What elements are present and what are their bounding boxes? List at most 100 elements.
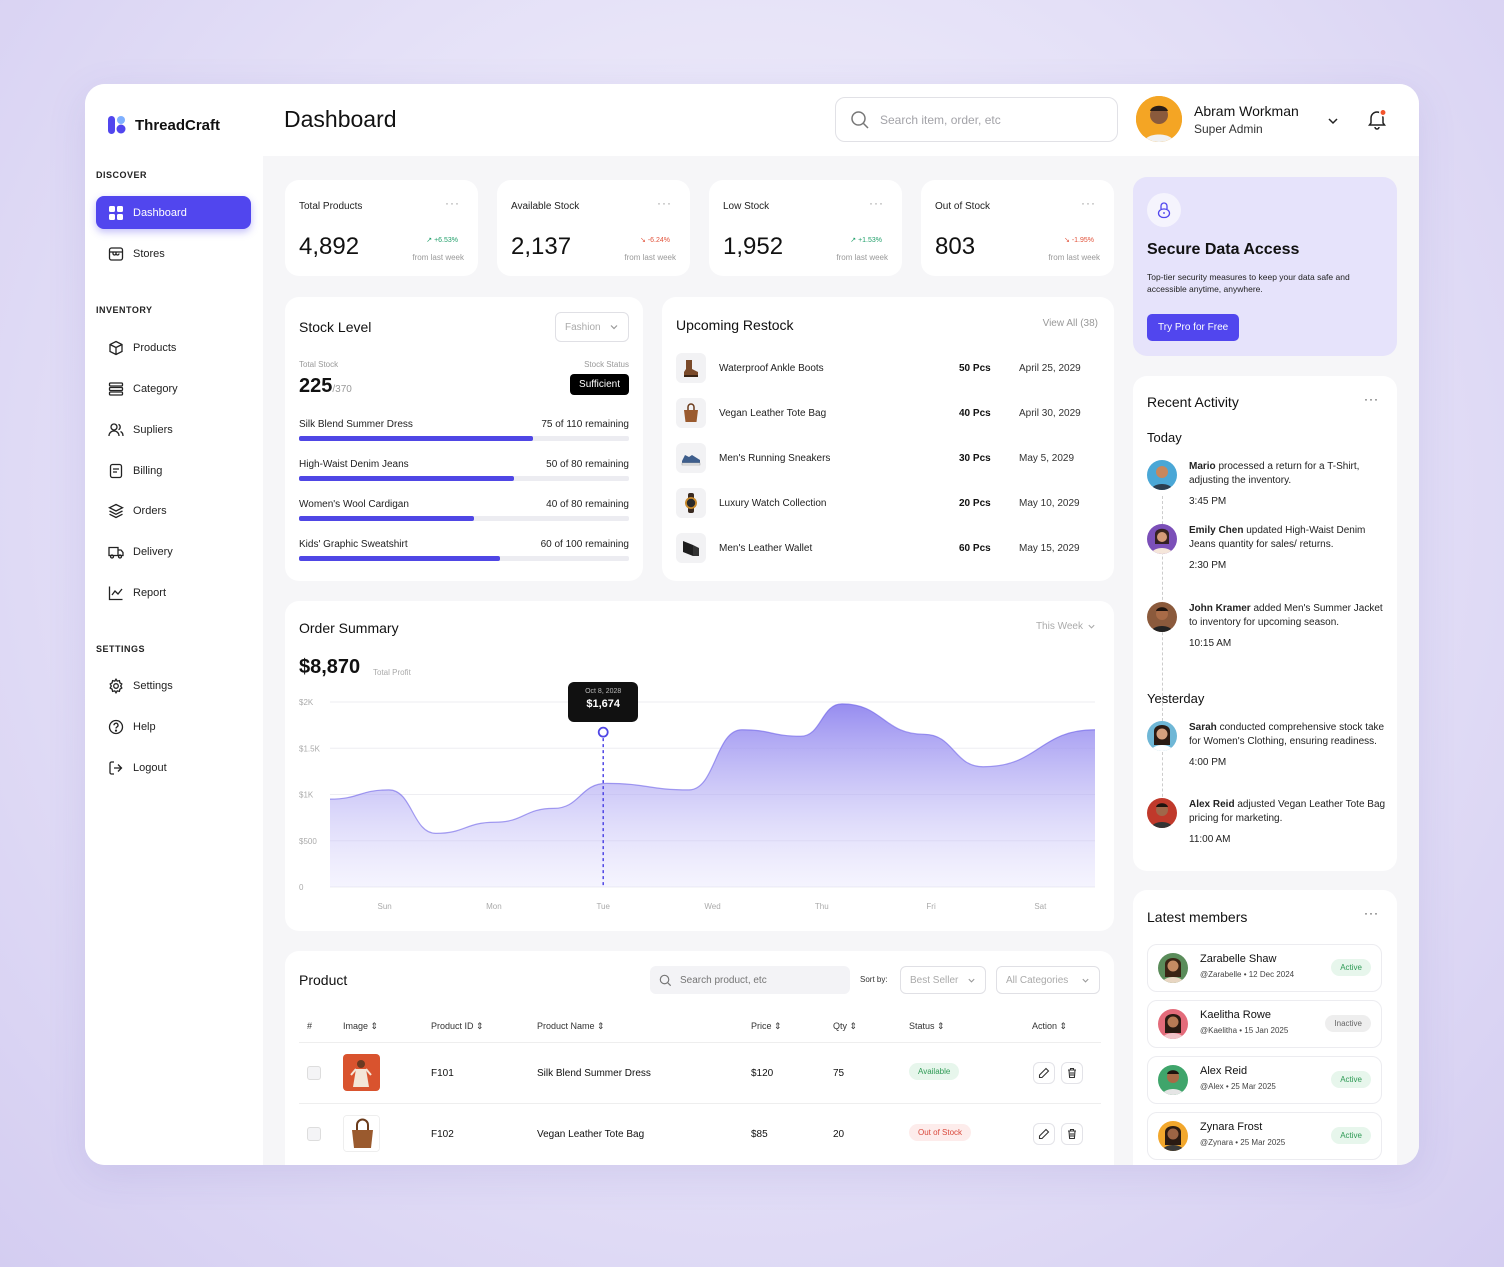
sort-select[interactable]: Best Seller [900, 966, 986, 994]
x-tick-label: Mon [486, 902, 502, 911]
sidebar-item-label: Category [133, 382, 178, 395]
period-value: This Week [1035, 621, 1083, 632]
table-header: # Image ⇕ Product ID ⇕ Product Name ⇕ Pr… [299, 1021, 1101, 1041]
activity-group-label: Yesterday [1147, 691, 1205, 706]
member-item[interactable]: Zynara Frost @Zynara • 25 Mar 2025 Activ… [1147, 1112, 1382, 1160]
activity-text: processed a return for a T-Shirt, adjust… [1189, 461, 1360, 486]
row-checkbox[interactable] [307, 1066, 321, 1080]
sidebar-item-label: Delivery [133, 545, 173, 558]
restock-item[interactable]: Waterproof Ankle Boots 50 Pcs April 25, … [676, 353, 1096, 383]
card-title: Latest members [1147, 909, 1248, 925]
restock-item[interactable]: Luxury Watch Collection 20 Pcs May 10, 2… [676, 488, 1096, 518]
restock-item-date: April 30, 2029 [1019, 407, 1081, 419]
period-select[interactable]: This Week [1036, 621, 1096, 632]
bag-icon [676, 398, 706, 428]
order-chart[interactable]: 0 $500 $1K $1.5K $2K Sun Mon Tue Wed Thu Fri Sat [285, 601, 1114, 931]
column-header-label: Image [343, 1021, 369, 1031]
status-badge: Active [1331, 1071, 1371, 1088]
pencil-icon [1038, 1067, 1050, 1079]
row-checkbox[interactable] [307, 1127, 321, 1141]
box-icon [109, 340, 123, 355]
product-table-card: Product Sort by: Best Seller All Categor… [285, 951, 1114, 1165]
sidebar-item-supliers[interactable]: Supliers [96, 413, 251, 446]
stock-item-remaining: 50 of 80 remaining [546, 459, 629, 470]
brand-logo[interactable]: ThreadCraft [107, 114, 220, 136]
sidebar-item-category[interactable]: Category [96, 372, 251, 405]
status-badge: Active [1331, 959, 1371, 976]
avatar [1158, 953, 1188, 983]
timeline-line [1162, 752, 1163, 802]
activity-item: John Kramer added Men's Summer Jacket to… [1147, 602, 1387, 651]
sidebar-item-help[interactable]: Help [96, 710, 251, 743]
sidebar-item-dashboard[interactable]: Dashboard [96, 196, 251, 229]
column-header[interactable]: Status ⇕ [909, 1021, 945, 1031]
activity-item: Emily Chen updated High-Waist Denim Jean… [1147, 524, 1387, 573]
logo-icon [108, 116, 126, 134]
member-item[interactable]: Alex Reid @Alex • 25 Mar 2025 Active [1147, 1056, 1382, 1104]
logout-icon [109, 760, 123, 775]
highlight-point[interactable] [597, 726, 609, 738]
more-icon[interactable]: ··· [1364, 906, 1379, 920]
stock-progress-fill [299, 556, 501, 561]
sidebar-item-products[interactable]: Products [96, 331, 251, 364]
column-header-label: Price [751, 1021, 772, 1031]
stat-value: 2,137 [511, 233, 572, 260]
section-title-discover: DISCOVER [96, 170, 148, 180]
sidebar-item-orders[interactable]: Orders [96, 494, 251, 527]
order-summary-card: Order Summary This Week $8,870 Total Pro… [285, 601, 1114, 931]
chevron-down-icon [968, 978, 975, 983]
more-icon[interactable]: ··· [869, 196, 884, 210]
trash-icon [1068, 1128, 1076, 1140]
more-icon[interactable]: ··· [657, 196, 672, 210]
bell-icon[interactable] [1366, 108, 1388, 130]
try-pro-button[interactable]: Try Pro for Free [1147, 314, 1240, 341]
restock-item[interactable]: Vegan Leather Tote Bag 40 Pcs April 30, … [676, 398, 1096, 428]
stock-item-name: High-Waist Denim Jeans [299, 459, 409, 470]
avatar [1136, 96, 1182, 142]
table-row: F101 Silk Blend Summer Dress $120 75 Ava… [299, 1042, 1101, 1102]
column-header[interactable]: Price ⇕ [751, 1021, 782, 1031]
product-search[interactable] [650, 966, 850, 994]
edit-button[interactable] [1033, 1062, 1055, 1084]
more-icon[interactable]: ··· [1364, 392, 1379, 406]
avatar [1158, 1121, 1188, 1151]
sidebar-item-settings[interactable]: Settings [96, 669, 251, 702]
product-price: $85 [751, 1129, 768, 1140]
member-handle: @Zynara [1200, 1138, 1234, 1147]
product-search-input[interactable] [680, 974, 830, 986]
category-select[interactable]: All Categories [996, 966, 1100, 994]
more-icon[interactable]: ··· [1081, 196, 1096, 210]
chart-icon [108, 586, 123, 600]
select-value: Fashion [565, 321, 601, 333]
member-item[interactable]: Kaelitha Rowe @Kaelitha • 15 Jan 2025 In… [1147, 1000, 1382, 1048]
view-all-link[interactable]: View All (38) [1042, 318, 1098, 329]
member-item[interactable]: Zarabelle Shaw @Zarabelle • 12 Dec 2024 … [1147, 944, 1382, 992]
sidebar-item-logout[interactable]: Logout [96, 751, 251, 784]
category-filter-select[interactable]: Fashion [555, 312, 629, 342]
sidebar-item-report[interactable]: Report [96, 576, 251, 609]
column-header[interactable]: Qty ⇕ [833, 1021, 858, 1031]
sidebar-item-label: Help [133, 720, 156, 733]
restock-item[interactable]: Men's Leather Wallet 60 Pcs May 15, 2029 [676, 533, 1096, 563]
x-tick-label: Fri [926, 902, 936, 911]
restock-item[interactable]: Men's Running Sneakers 30 Pcs May 5, 202… [676, 443, 1096, 473]
global-search[interactable] [835, 97, 1118, 142]
watch-icon [676, 488, 706, 518]
user-menu[interactable]: Abram Workman Super Admin [1136, 96, 1299, 142]
more-icon[interactable]: ··· [445, 196, 460, 210]
delete-button[interactable] [1061, 1123, 1083, 1145]
column-header[interactable]: Image ⇕ [343, 1021, 379, 1031]
chevron-down-icon[interactable] [1326, 114, 1340, 128]
promo-card: Secure Data Access Top-tier security mea… [1133, 177, 1397, 356]
search-input[interactable] [880, 112, 1080, 127]
sidebar-item-billing[interactable]: Billing [96, 454, 251, 487]
order-total: $8,870 [299, 656, 361, 678]
chevron-down-icon [610, 325, 618, 330]
delete-button[interactable] [1061, 1062, 1083, 1084]
edit-button[interactable] [1033, 1123, 1055, 1145]
column-header[interactable]: Product ID ⇕ [431, 1021, 484, 1031]
sidebar-item-stores[interactable]: Stores [96, 237, 251, 270]
column-header[interactable]: Action ⇕ [1032, 1021, 1068, 1031]
column-header[interactable]: Product Name ⇕ [537, 1021, 605, 1031]
sidebar-item-delivery[interactable]: Delivery [96, 535, 251, 568]
